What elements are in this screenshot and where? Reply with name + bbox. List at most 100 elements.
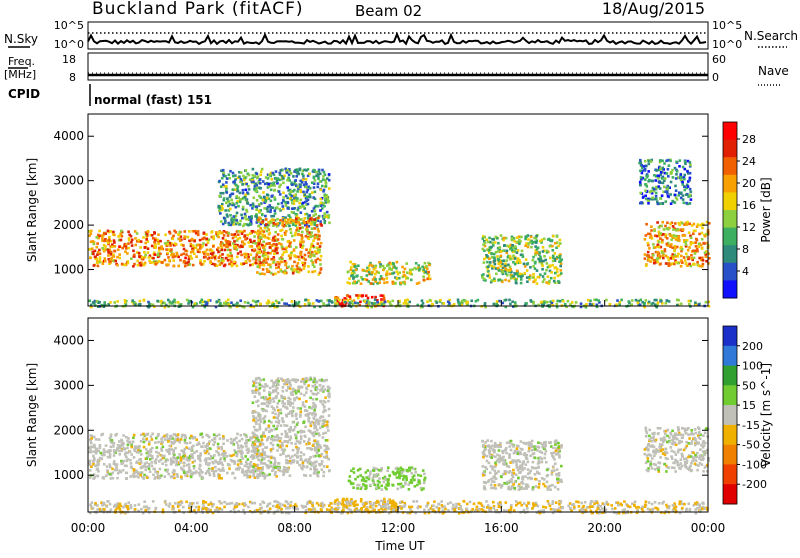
echo-cell	[124, 264, 127, 267]
freq-tick-bottom: 8	[69, 71, 76, 84]
echo-cell	[110, 446, 113, 449]
colorbar-segment	[723, 263, 737, 281]
echo-cell	[258, 243, 261, 246]
echo-cell	[206, 443, 209, 446]
echo-cell	[300, 393, 303, 396]
echo-cell	[503, 244, 506, 247]
echo-cell	[290, 268, 293, 271]
echo-cell	[254, 411, 257, 414]
echo-cell	[255, 417, 258, 420]
echo-cell	[297, 209, 300, 212]
echo-cell	[547, 275, 550, 278]
echo-cell	[118, 469, 121, 472]
echo-cell	[152, 474, 155, 477]
echo-cell	[543, 301, 546, 304]
echo-cell	[695, 245, 698, 248]
echo-cell	[659, 197, 662, 200]
echo-cell	[263, 453, 266, 456]
echo-cell	[282, 390, 285, 393]
echo-cell	[254, 468, 257, 471]
echo-cell	[296, 197, 299, 200]
echo-cell	[158, 247, 161, 250]
echo-cell	[292, 429, 295, 432]
echo-cell	[159, 468, 162, 471]
echo-cell	[320, 223, 323, 226]
echo-cell	[359, 301, 362, 304]
echo-cell	[145, 238, 148, 241]
echo-cell	[564, 303, 567, 306]
echo-cell	[173, 442, 176, 445]
echo-cell	[549, 265, 552, 268]
echo-cell	[236, 265, 239, 268]
echo-cell	[156, 239, 159, 242]
echo-cell	[306, 196, 309, 199]
echo-cell	[466, 301, 469, 304]
echo-cell	[222, 237, 225, 240]
echo-cell	[140, 240, 143, 243]
echo-cell	[326, 421, 329, 424]
echo-cell	[207, 241, 210, 244]
echo-cell	[511, 237, 514, 240]
echo-cell	[426, 300, 429, 303]
echo-cell	[317, 258, 320, 261]
echo-cell	[105, 444, 108, 447]
echo-cell	[208, 440, 211, 443]
echo-cell	[514, 245, 517, 248]
echo-cell	[255, 378, 258, 381]
echo-cell	[258, 187, 261, 190]
echo-cell	[276, 381, 279, 384]
echo-cell	[687, 185, 690, 188]
echo-cell	[151, 455, 154, 458]
echo-cell	[112, 472, 115, 475]
echo-cell	[548, 238, 551, 241]
echo-cell	[287, 266, 290, 269]
colorbar-segment	[723, 157, 737, 175]
echo-cell	[142, 438, 145, 441]
echo-cell	[307, 199, 310, 202]
echo-cell	[264, 435, 267, 438]
y-tick-label: 2000	[53, 218, 84, 232]
echo-cell	[317, 249, 320, 252]
echo-cell	[520, 278, 523, 281]
echo-cell	[90, 233, 93, 236]
echo-cell	[378, 487, 381, 490]
echo-cell	[275, 396, 278, 399]
echo-cell	[193, 252, 196, 255]
echo-cell	[230, 301, 233, 304]
echo-cell	[235, 247, 238, 250]
echo-cell	[236, 256, 239, 259]
echo-cell	[93, 264, 96, 267]
echo-cell	[225, 231, 228, 234]
echo-cell	[326, 446, 329, 449]
echo-cell	[283, 424, 286, 427]
echo-cell	[647, 202, 650, 205]
echo-cell	[309, 468, 312, 471]
echo-cell	[296, 396, 299, 399]
echo-cell	[221, 262, 224, 265]
y-axis-label: Slant Range [km]	[25, 158, 39, 262]
echo-cell	[510, 258, 513, 261]
echo-cell	[291, 460, 294, 463]
echo-cell	[208, 453, 211, 456]
echo-cell	[253, 257, 256, 260]
echo-cell	[542, 246, 545, 249]
echo-cell	[213, 454, 216, 457]
echo-cell	[302, 191, 305, 194]
echo-cell	[386, 277, 389, 280]
echo-cell	[496, 300, 499, 303]
echo-cell	[121, 235, 124, 238]
echo-cell	[316, 419, 319, 422]
echo-cell	[366, 274, 369, 277]
echo-cell	[689, 188, 692, 191]
echo-cell	[509, 266, 512, 269]
echo-cell	[157, 243, 160, 246]
echo-cell	[178, 234, 181, 237]
echo-cell	[184, 230, 187, 233]
echo-cell	[693, 257, 696, 260]
echo-cell	[297, 186, 300, 189]
echo-cell	[665, 302, 668, 305]
echo-cell	[313, 177, 316, 180]
echo-cell	[301, 173, 304, 176]
echo-cell	[704, 251, 707, 254]
